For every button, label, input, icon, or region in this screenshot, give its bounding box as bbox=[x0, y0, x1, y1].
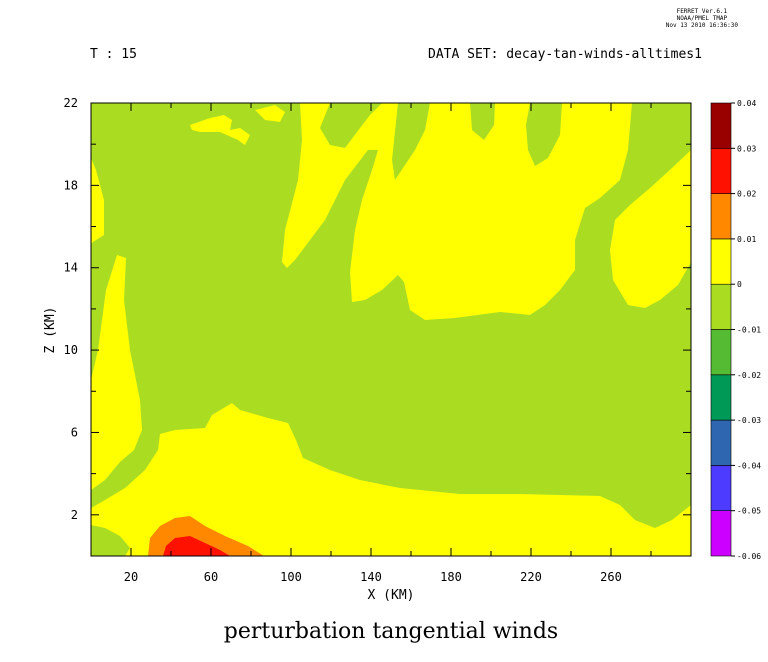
colorbar-label: 0.04 bbox=[737, 99, 756, 108]
region-left-edge-band bbox=[91, 158, 104, 244]
colorbar-label: -0.02 bbox=[737, 371, 761, 380]
colorbar-label: 0.01 bbox=[737, 235, 756, 244]
x-axis-title: X (KM) bbox=[368, 588, 415, 603]
region-lower-band bbox=[91, 403, 691, 556]
chart-title: perturbation tangential winds bbox=[224, 619, 558, 644]
y-tick-label: 18 bbox=[64, 178, 78, 192]
colorbar-swatch bbox=[710, 193, 732, 240]
x-tick-label: 140 bbox=[360, 570, 382, 584]
x-tick-label: 260 bbox=[600, 570, 622, 584]
colorbar-label: -0.04 bbox=[737, 461, 761, 470]
region-upper-notch-1 bbox=[392, 103, 430, 180]
region-left-lower-band bbox=[91, 255, 142, 490]
colorbar-label: 0 bbox=[737, 280, 742, 289]
colorbar-label: 0.03 bbox=[737, 144, 756, 153]
x-tick-label: 100 bbox=[280, 570, 302, 584]
colorbar-swatch bbox=[710, 102, 732, 149]
x-tick-label: 60 bbox=[204, 570, 218, 584]
region-upper-right-lobe bbox=[610, 150, 691, 308]
colorbar-swatch bbox=[710, 465, 732, 511]
ferret-stamp: FERRET Ver.6.1 NOAA/PMEL TMAP Nov 13 201… bbox=[666, 8, 738, 29]
colorbar-label: -0.03 bbox=[737, 416, 761, 425]
colorbar-swatch bbox=[710, 238, 732, 285]
time-label: T : 15 bbox=[90, 47, 137, 62]
colorbar-label: -0.01 bbox=[737, 326, 761, 335]
colorbar-swatch bbox=[710, 283, 732, 330]
plot-frame bbox=[90, 102, 692, 557]
colorbar-label: 0.02 bbox=[737, 190, 756, 199]
plot-area bbox=[91, 103, 691, 556]
stamp-line-3: Nov 13 2010 16:36:30 bbox=[665, 22, 738, 29]
y-tick-label: 2 bbox=[71, 508, 78, 522]
y-axis-title: Z (KM) bbox=[43, 307, 58, 354]
y-tick-label: 6 bbox=[71, 425, 78, 439]
x-tick-label: 220 bbox=[520, 570, 542, 584]
region-surface-red-core bbox=[163, 536, 230, 556]
x-tick-label: 20 bbox=[124, 570, 138, 584]
colorbar-swatch bbox=[710, 374, 732, 421]
colorbar: -0.06 -0.05 -0.04 -0.03 -0.02 -0.01 0 0.01 0.02 0… bbox=[710, 99, 761, 561]
colorbar-swatch bbox=[710, 419, 732, 466]
stamp-line-1: FERRET Ver.6.1 bbox=[676, 8, 728, 15]
y-tick-label: 22 bbox=[64, 96, 78, 110]
y-tick-label: 14 bbox=[64, 261, 78, 275]
region-upper-notch-3 bbox=[526, 103, 562, 166]
y-tick-label: 10 bbox=[64, 343, 78, 357]
axis-ticks bbox=[91, 103, 691, 556]
colorbar-swatch bbox=[710, 510, 732, 557]
x-tick-label: 180 bbox=[440, 570, 462, 584]
colorbar-swatch bbox=[710, 148, 732, 194]
stamp-line-2: NOAA/PMEL TMAP bbox=[676, 15, 728, 22]
colorbar-label: -0.06 bbox=[737, 552, 761, 561]
colorbar-swatch bbox=[710, 329, 732, 376]
axis-tick-labels: 20 60 100 140 180 220 260 2 6 10 14 18 22 bbox=[64, 96, 622, 584]
dataset-label: DATA SET: decay-tan-winds-alltimes1 bbox=[428, 47, 702, 62]
region-top-specks bbox=[190, 105, 285, 145]
colorbar-label: -0.05 bbox=[737, 507, 761, 516]
region-upper-notch-2 bbox=[470, 103, 495, 140]
